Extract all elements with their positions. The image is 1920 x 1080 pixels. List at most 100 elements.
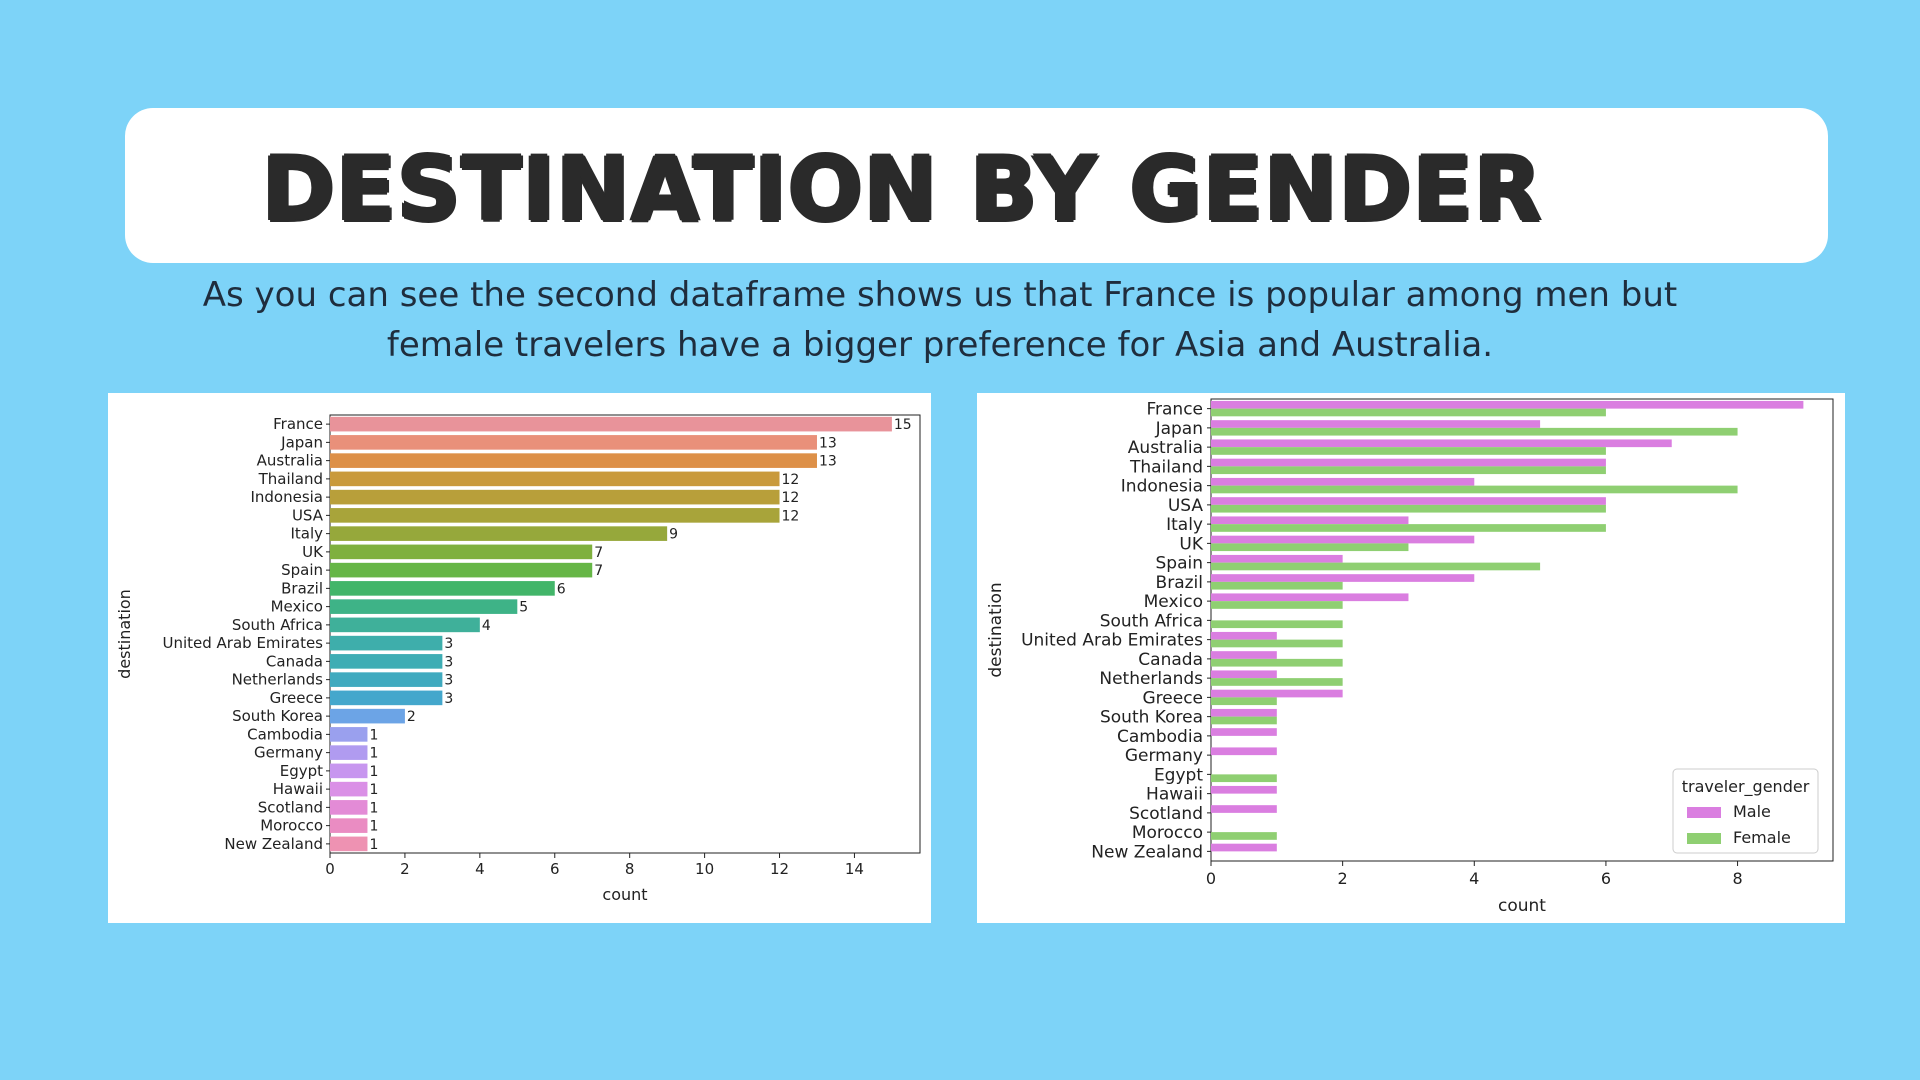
y-tick-label-uk: UK	[1179, 534, 1203, 554]
bar-female-united-arab-emirates	[1211, 639, 1343, 648]
x-tick-label-6: 6	[550, 860, 560, 878]
y-tick-label-south-africa: South Africa	[1100, 611, 1203, 631]
data-label-scotland: 1	[369, 800, 378, 816]
data-label-italy: 9	[669, 527, 678, 543]
legend-label-female: Female	[1733, 828, 1791, 847]
bar-male-new-zealand	[1211, 843, 1277, 852]
bar-uk	[330, 544, 593, 560]
data-label-uk: 7	[594, 545, 603, 561]
bar-thailand	[330, 471, 780, 487]
bar-male-netherlands	[1211, 670, 1277, 679]
y-tick-label-canada: Canada	[266, 652, 323, 670]
data-label-thailand: 12	[782, 472, 800, 488]
y-tick-label-usa: USA	[1168, 496, 1204, 516]
bar-female-brazil	[1211, 581, 1343, 590]
destination-by-gender-chart-panel: France Japan Australia Thailand Indonesia USA…	[977, 393, 1845, 923]
y-tick-label-scotland: Scotland	[258, 798, 323, 816]
x-tick-label-4: 4	[1469, 869, 1479, 888]
bar-female-spain	[1211, 562, 1541, 571]
bar-male-cambodia	[1211, 728, 1277, 736]
y-tick-label-egypt: Egypt	[280, 762, 323, 780]
y-tick-label-greece: Greece	[1142, 688, 1203, 708]
bar-female-netherlands	[1211, 678, 1343, 686]
x-axis-label: count	[602, 885, 647, 904]
y-tick-label-south-korea: South Korea	[1100, 708, 1203, 728]
data-label-canada: 3	[444, 654, 453, 670]
bar-spain	[330, 562, 593, 578]
bar-male-japan	[1211, 420, 1541, 428]
x-tick-label-4: 4	[475, 860, 485, 878]
data-label-mexico: 5	[519, 600, 528, 616]
bar-male-italy	[1211, 516, 1409, 525]
bar-male-united-arab-emirates	[1211, 631, 1277, 640]
data-label-indonesia: 12	[782, 490, 800, 506]
legend-swatch-female	[1687, 833, 1721, 844]
x-tick-label-2: 2	[400, 860, 410, 878]
y-tick-label-australia: Australia	[257, 452, 323, 470]
data-label-france: 15	[894, 417, 912, 433]
bar-female-egypt	[1211, 774, 1277, 783]
y-tick-label-united-arab-emirates: United Arab Emirates	[162, 634, 323, 652]
data-label-japan: 13	[819, 435, 837, 451]
y-tick-label-france: France	[1146, 400, 1203, 420]
legend-label-male: Male	[1733, 802, 1771, 821]
bar-mexico	[330, 599, 518, 614]
bar-male-thailand	[1211, 458, 1606, 467]
y-tick-label-uk: UK	[302, 543, 324, 561]
y-tick-label-hawaii: Hawaii	[273, 780, 323, 798]
y-tick-label-new-zealand: New Zealand	[1091, 842, 1203, 862]
legend-box	[1672, 768, 1819, 854]
bar-hawaii	[330, 781, 368, 797]
bar-female-canada	[1211, 658, 1343, 667]
bar-male-usa	[1211, 497, 1606, 505]
bar-cambodia	[330, 727, 368, 742]
bar-germany	[330, 745, 368, 760]
x-tick-label-2: 2	[1338, 869, 1348, 888]
y-tick-label-australia: Australia	[1128, 438, 1203, 458]
x-tick-label-12: 12	[770, 860, 789, 878]
y-tick-label-morocco: Morocco	[260, 817, 323, 835]
bar-italy	[330, 526, 668, 541]
bar-canada	[330, 654, 443, 669]
y-tick-label-thailand: Thailand	[258, 470, 323, 488]
bar-female-australia	[1211, 447, 1606, 455]
bar-usa	[330, 508, 780, 523]
bar-female-indonesia	[1211, 485, 1738, 494]
bar-male-brazil	[1211, 574, 1475, 582]
y-tick-label-new-zealand: New Zealand	[224, 835, 323, 853]
x-tick-label-0: 0	[325, 860, 335, 878]
y-tick-label-morocco: Morocco	[1132, 823, 1203, 843]
y-tick-label-france: France	[273, 415, 323, 433]
data-label-germany: 1	[369, 746, 378, 762]
bar-south-africa	[330, 617, 480, 633]
bar-united-arab-emirates	[330, 635, 443, 651]
title-card	[125, 108, 1828, 263]
x-tick-label-0: 0	[1206, 869, 1216, 888]
bar-male-germany	[1211, 747, 1277, 756]
y-tick-label-netherlands: Netherlands	[232, 671, 324, 689]
destination-count-chart-panel: France 15 Japan 13 Australia 13 Thailand 12 Indo…	[108, 393, 931, 923]
page-subtitle: As you can see the second dataframe show…	[202, 275, 1678, 365]
y-tick-label-italy: Italy	[1166, 515, 1203, 535]
data-label-south-africa: 4	[482, 618, 491, 634]
y-tick-label-mexico: Mexico	[271, 598, 323, 616]
bar-female-south-korea	[1211, 716, 1277, 725]
y-tick-label-mexico: Mexico	[1144, 592, 1203, 612]
bar-male-scotland	[1211, 805, 1277, 813]
bar-male-hawaii	[1211, 785, 1277, 794]
data-label-hawaii: 1	[369, 782, 378, 798]
bar-female-south-africa	[1211, 620, 1343, 629]
y-tick-label-egypt: Egypt	[1154, 765, 1203, 785]
y-tick-label-canada: Canada	[1138, 650, 1203, 670]
bar-female-morocco	[1211, 832, 1277, 840]
bar-morocco	[330, 818, 368, 833]
bar-male-greece	[1211, 689, 1343, 698]
bar-male-france	[1211, 400, 1804, 409]
y-tick-label-japan: Japan	[280, 433, 323, 451]
bar-greece	[330, 690, 443, 706]
bar-female-greece	[1211, 697, 1277, 706]
x-tick-label-14: 14	[845, 860, 864, 878]
y-tick-label-united-arab-emirates: United Arab Emirates	[1021, 631, 1203, 651]
bar-female-thailand	[1211, 466, 1606, 475]
